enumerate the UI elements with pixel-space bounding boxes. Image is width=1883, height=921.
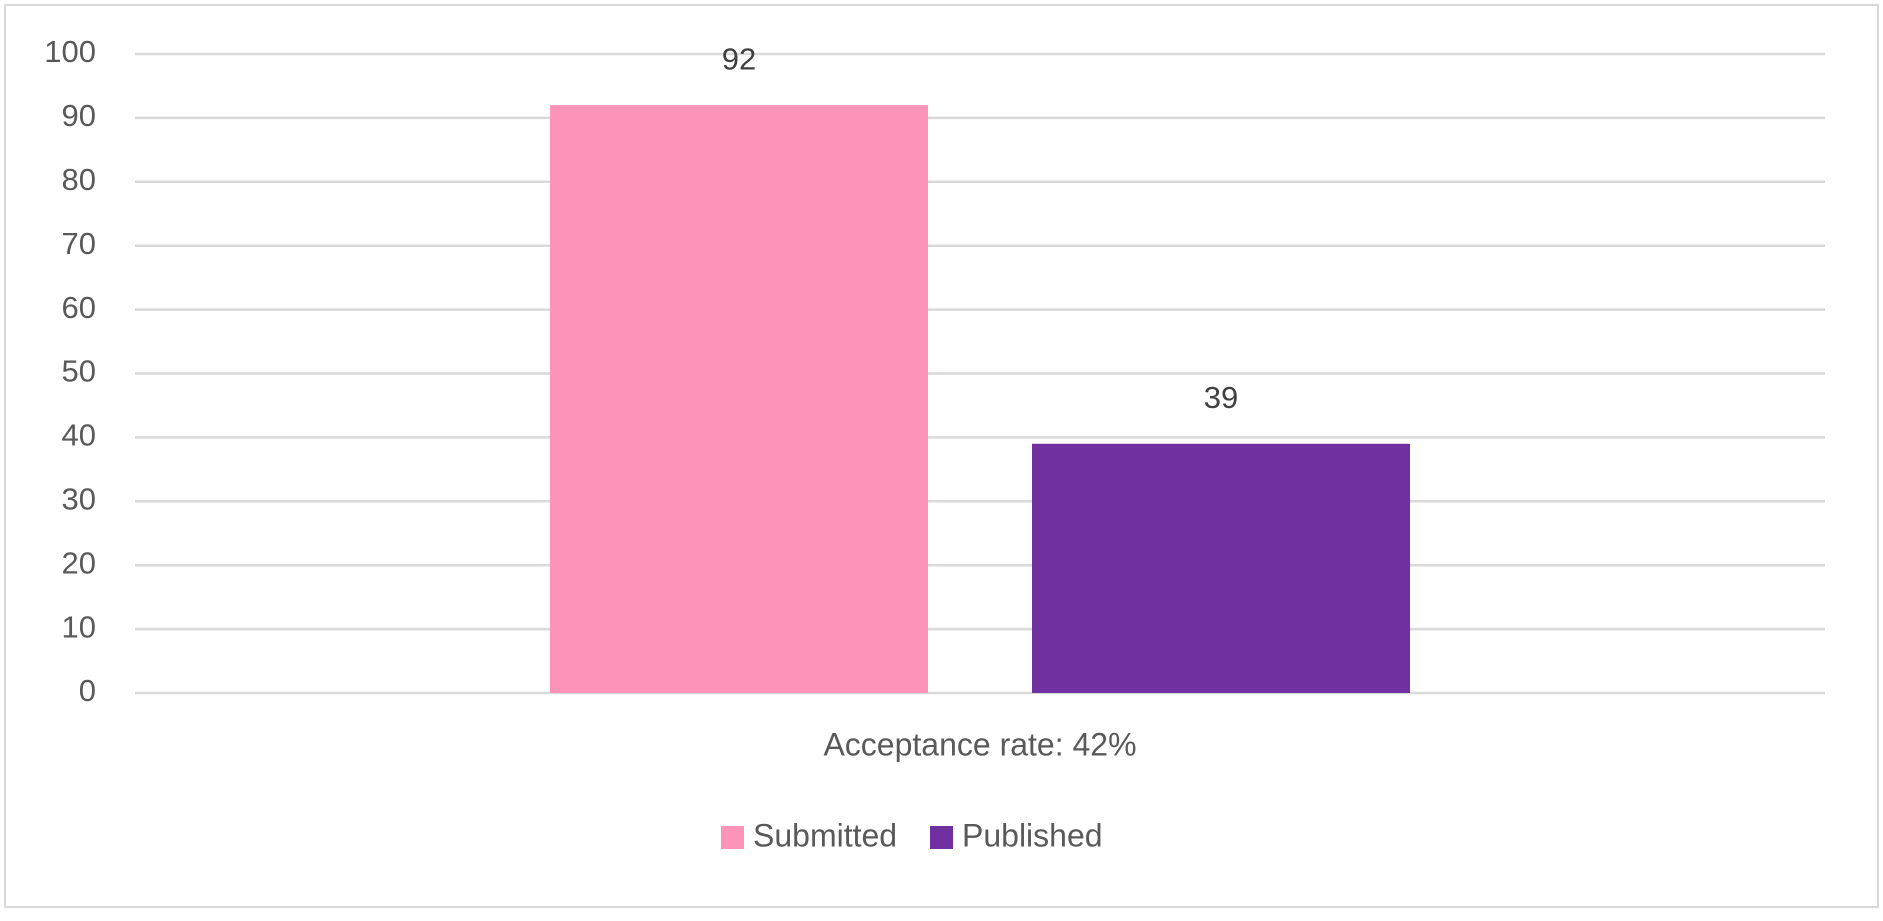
y-tick-label: 60 [62, 290, 96, 325]
legend-swatch [721, 826, 744, 849]
y-tick-label: 0 [79, 673, 96, 708]
legend-swatch [930, 826, 953, 849]
y-tick-label: 50 [62, 354, 96, 389]
y-tick-label: 30 [62, 481, 96, 516]
legend-label: Published [962, 817, 1103, 853]
legend-label: Submitted [753, 817, 897, 853]
x-tick-label: Acceptance rate: 42% [823, 726, 1136, 762]
chart-border [4, 4, 1879, 908]
y-tick-label: 20 [62, 545, 96, 580]
y-tick-label: 90 [62, 98, 96, 133]
bar [1032, 443, 1410, 693]
data-label: 39 [1204, 380, 1238, 415]
y-tick-label: 10 [62, 609, 96, 644]
y-tick-label: 40 [62, 418, 96, 453]
y-tick-label: 70 [62, 226, 96, 261]
bar [550, 105, 928, 694]
data-label: 92 [722, 41, 756, 76]
y-tick-label: 100 [44, 34, 96, 69]
y-tick-label: 80 [62, 162, 96, 197]
